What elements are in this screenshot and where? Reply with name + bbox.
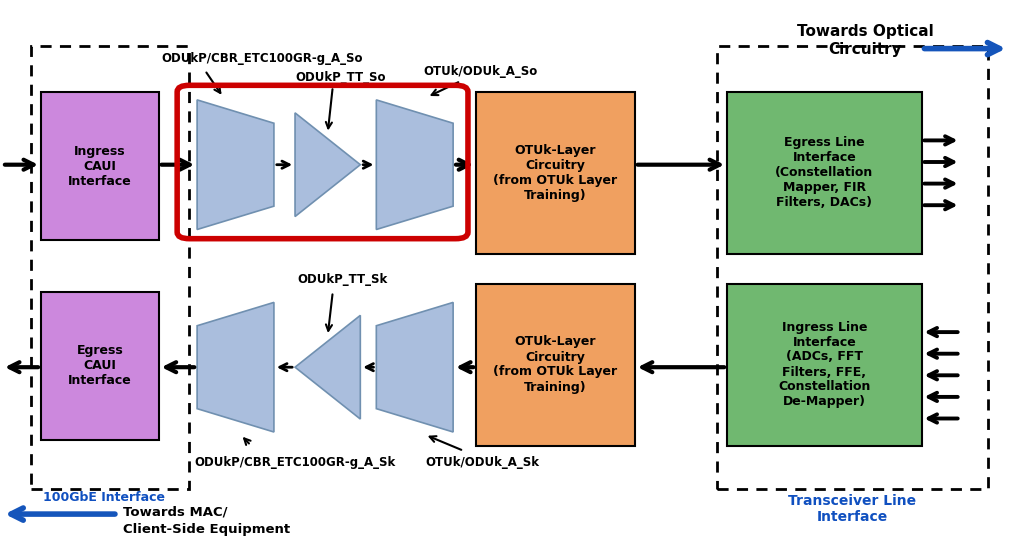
Polygon shape <box>197 100 274 230</box>
Text: Client-Side Equipment: Client-Side Equipment <box>123 523 290 536</box>
FancyBboxPatch shape <box>41 292 159 440</box>
Text: OTUk-Layer
Circuitry
(from OTUk Layer
Training): OTUk-Layer Circuitry (from OTUk Layer Tr… <box>494 335 617 394</box>
FancyBboxPatch shape <box>727 284 922 446</box>
Polygon shape <box>377 302 453 432</box>
Polygon shape <box>295 315 360 419</box>
Text: Egress
CAUI
Interface: Egress CAUI Interface <box>68 345 132 387</box>
Text: OTUk/ODUk_A_So: OTUk/ODUk_A_So <box>423 65 538 78</box>
Text: Towards Optical
Circuitry: Towards Optical Circuitry <box>797 24 934 57</box>
Text: ODUkP/CBR_ETC100GR-g_A_Sk: ODUkP/CBR_ETC100GR-g_A_Sk <box>195 456 396 469</box>
Text: Ingress
CAUI
Interface: Ingress CAUI Interface <box>68 145 132 187</box>
Polygon shape <box>295 113 360 217</box>
Text: ODUkP/CBR_ETC100GR-g_A_So: ODUkP/CBR_ETC100GR-g_A_So <box>162 52 364 65</box>
FancyBboxPatch shape <box>727 92 922 254</box>
Polygon shape <box>197 302 274 432</box>
Text: OTUk/ODUk_A_Sk: OTUk/ODUk_A_Sk <box>425 456 539 469</box>
Text: OTUk-Layer
Circuitry
(from OTUk Layer
Training): OTUk-Layer Circuitry (from OTUk Layer Tr… <box>494 144 617 202</box>
FancyBboxPatch shape <box>41 92 159 240</box>
FancyBboxPatch shape <box>476 92 635 254</box>
FancyBboxPatch shape <box>476 284 635 446</box>
Text: ODUkP_TT_So: ODUkP_TT_So <box>295 71 385 84</box>
Text: Transceiver Line
Interface: Transceiver Line Interface <box>787 494 916 524</box>
Text: Ingress Line
Interface
(ADCs, FFT
Filters, FFE,
Constellation
De-Mapper): Ingress Line Interface (ADCs, FFT Filter… <box>778 321 870 408</box>
Polygon shape <box>377 100 453 230</box>
Text: Towards MAC/: Towards MAC/ <box>123 505 227 518</box>
Text: 100GbE Interface: 100GbE Interface <box>43 491 165 504</box>
Text: ODUkP_TT_Sk: ODUkP_TT_Sk <box>297 273 387 286</box>
Text: Egress Line
Interface
(Constellation
Mapper, FIR
Filters, DACs): Egress Line Interface (Constellation Map… <box>775 136 873 210</box>
